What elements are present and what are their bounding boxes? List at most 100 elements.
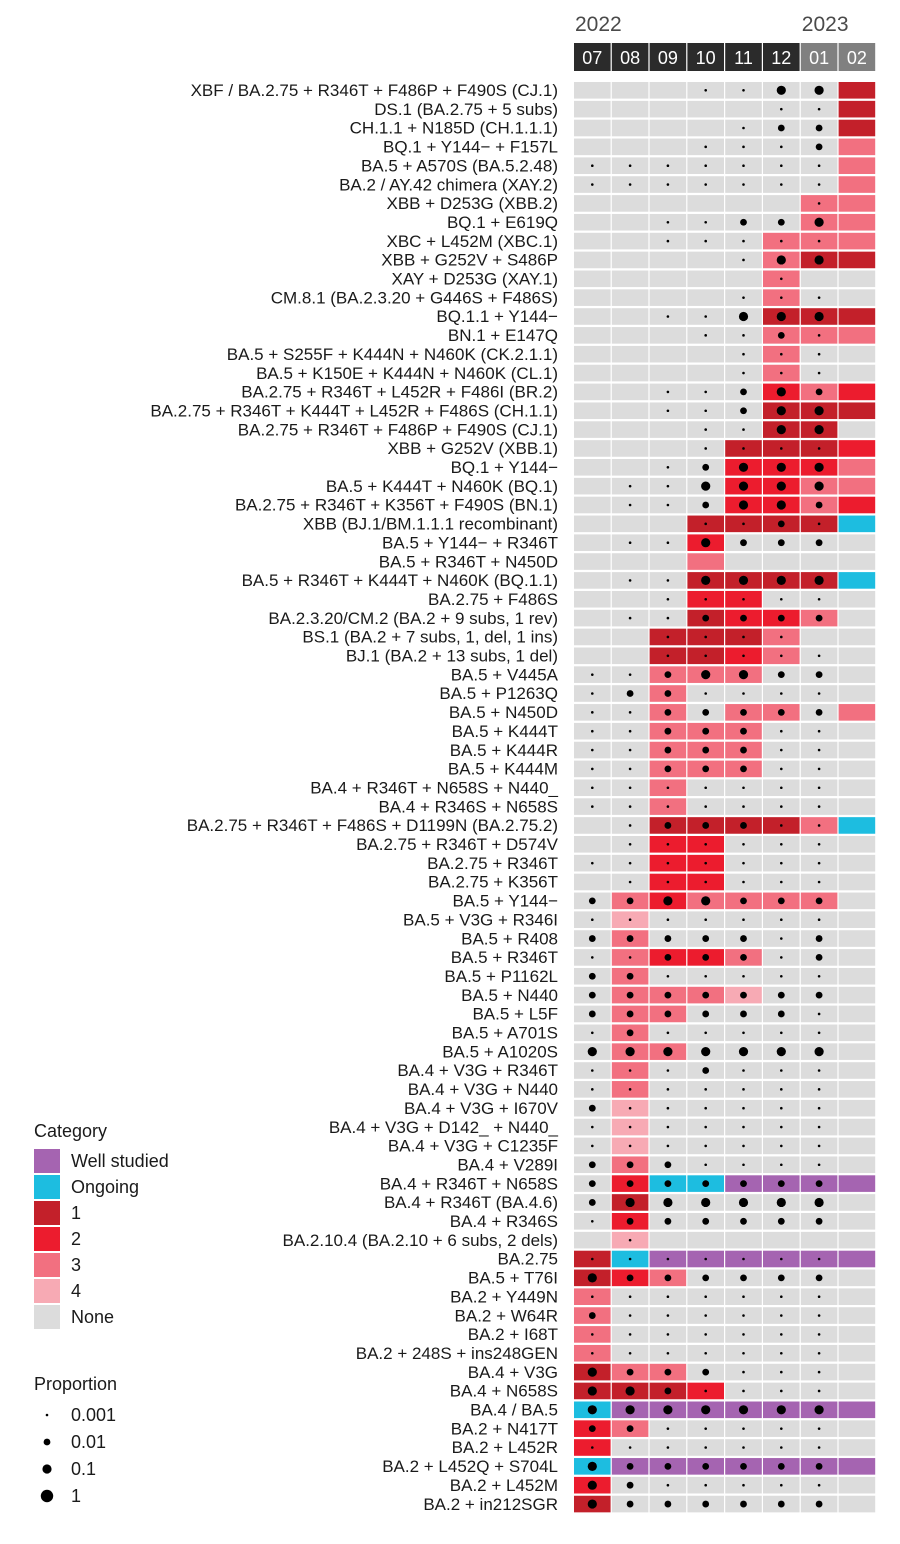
variant-row: BS.1 (BA.2 + 7 subs, 1, del, 1 ins): [302, 628, 876, 647]
proportion-dot: [591, 1446, 594, 1449]
heatmap-cell: [838, 1288, 876, 1305]
heatmap-cell: [838, 1326, 876, 1343]
proportion-dot: [815, 143, 823, 151]
proportion-dot: [815, 1274, 823, 1282]
heatmap-cell: [574, 195, 611, 212]
proportion-dot: [777, 991, 785, 999]
variant-row: BA.5 + S255F + K444N + N460K (CK.2.1.1): [227, 345, 876, 364]
proportion-dot: [628, 1351, 632, 1355]
heatmap-cell: [838, 308, 876, 325]
row-label: BQ.1 + E619Q: [447, 213, 558, 232]
heatmap-cell: [611, 308, 649, 325]
heatmap-cell: [611, 647, 649, 665]
proportion-dot: [815, 501, 823, 509]
proportion-dot: [738, 670, 749, 680]
proportion-dot: [817, 654, 821, 658]
proportion-dot: [664, 1274, 672, 1282]
row-label: BA.5 + R346T: [451, 948, 558, 967]
heatmap-cell: [649, 82, 687, 99]
proportion-dot: [780, 277, 783, 281]
proportion-dot: [591, 1144, 594, 1148]
proportion-dot: [704, 315, 707, 318]
proportion-dot: [780, 145, 783, 149]
heatmap-cell: [611, 289, 649, 306]
variant-row: BA.2.3.20/CM.2 (BA.2 + 9 subs, 1 rev): [268, 609, 876, 628]
proportion-dot: [780, 1483, 783, 1487]
proportion-dot: [815, 935, 823, 942]
heatmap-cell: [574, 251, 611, 269]
heatmap-cell: [611, 440, 649, 457]
variant-row: BA.5 + K150E + K444N + N460K (CL.1): [256, 364, 876, 383]
heatmap-cell: [838, 779, 876, 797]
heatmap-cell: [800, 553, 838, 570]
proportion-dot: [742, 1257, 745, 1261]
heatmap-cell: [687, 1231, 724, 1249]
proportion-dot: [628, 843, 632, 846]
category-label: 1: [71, 1203, 81, 1223]
heatmap-cell: [838, 817, 876, 834]
proportion-dot: [704, 1031, 707, 1035]
proportion-dot: [742, 145, 745, 149]
proportion-dot: [776, 255, 786, 265]
heatmap-cell: [800, 628, 838, 646]
variant-row: BA.2.75 + K356T: [428, 873, 876, 892]
month-label: 08: [620, 48, 640, 68]
heatmap-cell: [611, 100, 649, 118]
proportion-dot: [625, 1047, 635, 1057]
proportion-dot: [591, 692, 594, 695]
variant-row: BA.5 + A701S: [452, 1024, 876, 1043]
proportion-dot: [628, 729, 632, 733]
heatmap-cell: [649, 345, 687, 363]
proportion-dot: [666, 616, 670, 620]
proportion-dot: [664, 1462, 672, 1470]
heatmap-cell: [725, 553, 762, 570]
heatmap-cell: [687, 345, 724, 363]
proportion-dot: [814, 1047, 824, 1057]
proportion-dot: [704, 522, 707, 526]
heatmap-cell: [838, 534, 876, 551]
row-label: BA.4 + V3G + I670V: [404, 1099, 559, 1118]
proportion-dot: [702, 1500, 710, 1508]
variant-row: CM.8.1 (BA.2.3.20 + G446S + F486S): [271, 288, 876, 307]
proportion-dot: [701, 538, 711, 548]
proportion-dot: [817, 1088, 821, 1091]
variant-rows: XBF / BA.2.75 + R346T + F486P + F490S (C…: [150, 81, 876, 1514]
variant-row: BA.4 + V3G + N440: [408, 1080, 876, 1099]
heatmap-cell: [574, 647, 611, 665]
proportion-dot: [817, 692, 821, 695]
proportion-dot: [742, 1446, 745, 1449]
row-label: XBB + G252V (XBB.1): [387, 439, 558, 458]
proportion-dot: [817, 1351, 821, 1355]
proportion-legend-label: 1: [71, 1486, 81, 1506]
row-label: BA.5 + N450D: [449, 703, 558, 722]
row-label: BA.5 + K150E + K444N + N460K (CL.1): [256, 364, 558, 383]
proportion-dot: [628, 1088, 632, 1091]
proportion-dot: [704, 692, 707, 695]
heatmap-cell: [611, 459, 649, 476]
proportion-dot: [742, 1370, 745, 1374]
proportion-dot: [666, 1483, 670, 1487]
variant-row: BA.2 + in212SGR: [423, 1495, 876, 1514]
proportion-dot: [626, 1368, 634, 1376]
proportion-dot: [704, 1351, 707, 1355]
proportion-dot: [740, 1500, 747, 1508]
proportion-dot: [704, 974, 707, 978]
heatmap-cell: [611, 195, 649, 212]
proportion-dot: [704, 1257, 707, 1261]
row-label: CH.1.1 + N185D (CH.1.1.1): [350, 119, 558, 138]
variant-row: BA.2.75 + R346T + L452R + F486I (BR.2): [241, 383, 876, 402]
proportion-dot: [664, 1180, 672, 1187]
heatmap-cell: [838, 553, 876, 570]
proportion-dot: [738, 1405, 749, 1415]
proportion-dot: [817, 1295, 821, 1298]
proportion-dot: [666, 220, 670, 224]
proportion-dot: [817, 1106, 821, 1110]
proportion-dot: [740, 1274, 747, 1282]
month-header-cell: [687, 43, 724, 71]
row-label: BA.4 + V3G + N440: [408, 1080, 558, 1099]
proportion-dot: [666, 635, 670, 639]
proportion-dot: [625, 1197, 635, 1208]
heatmap-cell: [574, 572, 611, 589]
proportion-dot: [626, 1462, 634, 1470]
